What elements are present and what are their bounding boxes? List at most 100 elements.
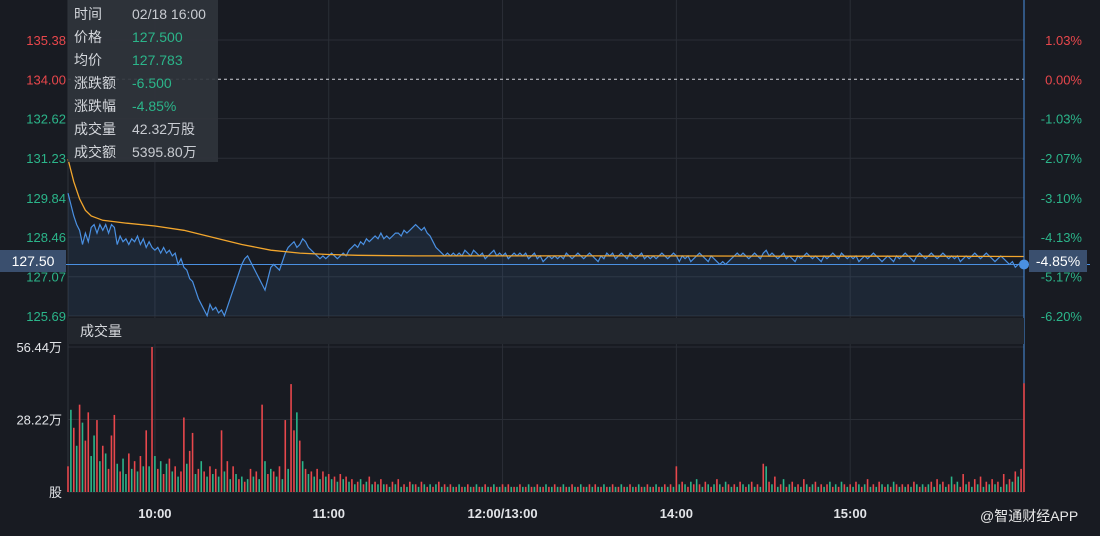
volume-bar bbox=[93, 435, 95, 492]
volume-bar bbox=[377, 484, 379, 492]
watermark: @智通财经APP bbox=[980, 508, 1079, 524]
volume-bar bbox=[293, 430, 295, 492]
volume-bar bbox=[423, 484, 426, 492]
volume-bar bbox=[687, 486, 689, 492]
volume-bar bbox=[707, 484, 710, 492]
volume-bar bbox=[701, 486, 704, 492]
volume-bar bbox=[1023, 383, 1025, 492]
volume-bar bbox=[426, 486, 429, 492]
volume-bar bbox=[90, 456, 92, 492]
volume-bar bbox=[246, 479, 249, 492]
volume-bar bbox=[249, 468, 252, 492]
volume-bar bbox=[904, 486, 907, 492]
volume-bar bbox=[73, 427, 75, 492]
tooltip-row-turnover: 成交额 5395.80万 bbox=[74, 142, 219, 162]
volume-bar bbox=[411, 484, 414, 492]
volume-bar bbox=[217, 476, 220, 492]
volume-bar bbox=[695, 479, 698, 492]
volume-bar bbox=[327, 474, 330, 492]
volume-bar bbox=[400, 486, 402, 492]
volume-bar bbox=[988, 484, 991, 492]
volume-bar bbox=[878, 481, 880, 492]
volume-bar bbox=[811, 484, 814, 492]
volume-bar bbox=[403, 484, 405, 492]
price-axis-label: 135.38 bbox=[26, 33, 66, 48]
volume-bar bbox=[690, 481, 692, 492]
volume-bar bbox=[269, 468, 272, 492]
volume-bar bbox=[582, 486, 585, 492]
volume-bar bbox=[762, 463, 765, 492]
volume-bar bbox=[820, 484, 823, 492]
volume-bar bbox=[669, 484, 672, 492]
volume-bar bbox=[107, 468, 110, 492]
volume-bar bbox=[742, 484, 744, 492]
volume-bar bbox=[409, 481, 411, 492]
tooltip-row-avg: 均价 127.783 bbox=[74, 50, 219, 70]
volume-bar bbox=[319, 479, 321, 492]
volume-bar bbox=[881, 484, 883, 492]
volume-bar bbox=[362, 484, 365, 492]
volume-bar bbox=[852, 486, 854, 492]
volume-bar bbox=[866, 479, 869, 492]
volume-bar bbox=[944, 486, 947, 492]
volume-bar bbox=[513, 486, 515, 492]
volume-bar bbox=[345, 476, 347, 492]
volume-bar bbox=[475, 484, 478, 492]
volume-bar bbox=[197, 468, 200, 492]
volume-bar bbox=[658, 486, 660, 492]
volume-bar bbox=[130, 468, 133, 492]
time-axis-label: 14:00 bbox=[660, 506, 693, 521]
volume-bar bbox=[524, 486, 527, 492]
volume-bar bbox=[261, 404, 263, 492]
volume-bar bbox=[159, 461, 162, 492]
volume-bar bbox=[965, 484, 967, 492]
volume-bar bbox=[840, 481, 843, 492]
volume-bar bbox=[936, 479, 938, 492]
volume-bar bbox=[510, 486, 513, 492]
current-pct-tag: -4.85% bbox=[1029, 250, 1087, 272]
volume-bar bbox=[635, 486, 637, 492]
volume-bar bbox=[739, 481, 741, 492]
volume-bar bbox=[962, 474, 964, 492]
volume-bar bbox=[472, 486, 475, 492]
price-axis-label: 125.69 bbox=[26, 309, 66, 324]
volume-bar bbox=[429, 484, 431, 492]
volume-bar bbox=[113, 414, 116, 492]
volume-bar bbox=[255, 471, 258, 492]
tooltip-row-change-pct: 涨跌幅 -4.85% bbox=[74, 96, 219, 116]
volume-bar bbox=[365, 481, 368, 492]
volume-bar bbox=[719, 484, 721, 492]
volume-bar bbox=[241, 476, 243, 492]
tooltip-label: 价格 bbox=[74, 29, 102, 45]
volume-bar bbox=[692, 484, 695, 492]
volume-bar bbox=[649, 486, 652, 492]
volume-bar bbox=[188, 450, 191, 492]
volume-bar bbox=[655, 484, 657, 492]
volume-bar bbox=[461, 486, 463, 492]
volume-bar bbox=[70, 409, 72, 492]
volume-bar bbox=[814, 481, 817, 492]
volume-bar bbox=[420, 481, 423, 492]
volume-bar bbox=[99, 461, 101, 492]
volume-bar bbox=[637, 484, 640, 492]
volume-bar bbox=[435, 484, 437, 492]
volume-bar bbox=[81, 422, 84, 492]
tooltip-label: 涨跌额 bbox=[74, 75, 116, 91]
tooltip-label: 成交量 bbox=[74, 121, 116, 137]
volume-bar bbox=[493, 484, 495, 492]
volume-bar bbox=[1002, 474, 1005, 492]
volume-bar bbox=[397, 479, 400, 492]
volume-bar bbox=[933, 486, 935, 492]
volume-bar bbox=[562, 484, 565, 492]
volume-bar bbox=[322, 471, 324, 492]
tooltip-value: -4.85% bbox=[132, 98, 177, 114]
volume-bar bbox=[788, 484, 791, 492]
volume-bar bbox=[316, 468, 318, 492]
volume-bar bbox=[507, 484, 510, 492]
volume-bar bbox=[185, 463, 188, 492]
volume-bar bbox=[536, 484, 539, 492]
price-panel-bg bbox=[68, 0, 1024, 318]
volume-bar bbox=[565, 486, 568, 492]
volume-bar bbox=[759, 486, 762, 492]
